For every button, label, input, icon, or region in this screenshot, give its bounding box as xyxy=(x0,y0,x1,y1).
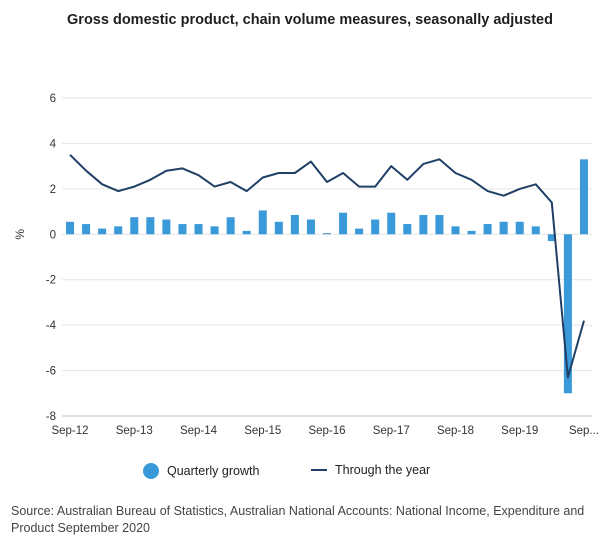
bar xyxy=(146,217,155,235)
bar xyxy=(467,230,476,235)
bar xyxy=(531,226,540,235)
y-tick-label: -2 xyxy=(46,275,56,287)
legend-item-through-the-year: Through the year xyxy=(311,463,430,477)
legend-label-through-the-year: Through the year xyxy=(335,463,431,477)
bar xyxy=(178,224,187,235)
bar xyxy=(130,217,139,235)
legend-item-quarterly-growth: Quarterly growth xyxy=(143,463,259,479)
bar xyxy=(579,159,588,235)
bar xyxy=(210,226,219,235)
bar xyxy=(194,224,203,235)
bar xyxy=(403,224,412,235)
y-tick-label: 4 xyxy=(50,138,57,150)
bar xyxy=(242,230,251,235)
line-series xyxy=(69,154,585,379)
y-tick-label: 2 xyxy=(50,184,56,196)
bar xyxy=(387,212,396,235)
bar xyxy=(483,224,492,235)
bar xyxy=(499,221,508,235)
bar xyxy=(435,214,444,235)
legend-swatch-line xyxy=(311,469,327,471)
x-tick-label: Sep-19 xyxy=(501,425,538,437)
bar xyxy=(371,219,380,235)
x-tick-label: Sep-13 xyxy=(116,425,153,437)
bar xyxy=(451,226,460,235)
y-tick-label: 6 xyxy=(50,93,56,105)
y-tick-label: -8 xyxy=(46,411,56,423)
y-tick-label: -4 xyxy=(46,320,57,332)
bar xyxy=(274,221,283,235)
bar xyxy=(547,234,556,242)
bar xyxy=(306,219,315,235)
legend: Quarterly growth Through the year xyxy=(0,463,600,487)
x-tick-label: Sep-12 xyxy=(51,425,88,437)
y-tick-label: -6 xyxy=(46,366,56,378)
legend-swatch-bar xyxy=(143,463,159,479)
x-tick-label: Sep-15 xyxy=(244,425,281,437)
bar xyxy=(82,224,91,235)
chart-title: Gross domestic product, chain volume mea… xyxy=(67,12,553,28)
bar xyxy=(114,226,123,235)
x-tick-label: Sep-18 xyxy=(437,425,474,437)
x-tick-label: Sep-14 xyxy=(180,425,218,437)
bar xyxy=(355,228,364,235)
bar xyxy=(339,212,348,235)
bar xyxy=(419,214,428,235)
bar xyxy=(322,233,332,235)
bar xyxy=(226,217,235,235)
y-axis-label: % xyxy=(13,229,27,240)
bar xyxy=(162,219,171,235)
legend-label-quarterly-growth: Quarterly growth xyxy=(167,464,260,478)
bar xyxy=(563,234,572,394)
bar xyxy=(515,221,524,235)
source-note: Source: Australian Bureau of Statistics,… xyxy=(11,504,585,535)
bar xyxy=(66,221,75,235)
bar xyxy=(290,214,299,235)
x-tick-label: Sep... xyxy=(569,425,599,437)
x-tick-label: Sep-17 xyxy=(373,425,410,437)
x-tick-label: Sep-16 xyxy=(308,425,345,437)
y-tick-label: 0 xyxy=(50,229,56,241)
bar xyxy=(258,210,267,235)
bar xyxy=(98,228,107,235)
